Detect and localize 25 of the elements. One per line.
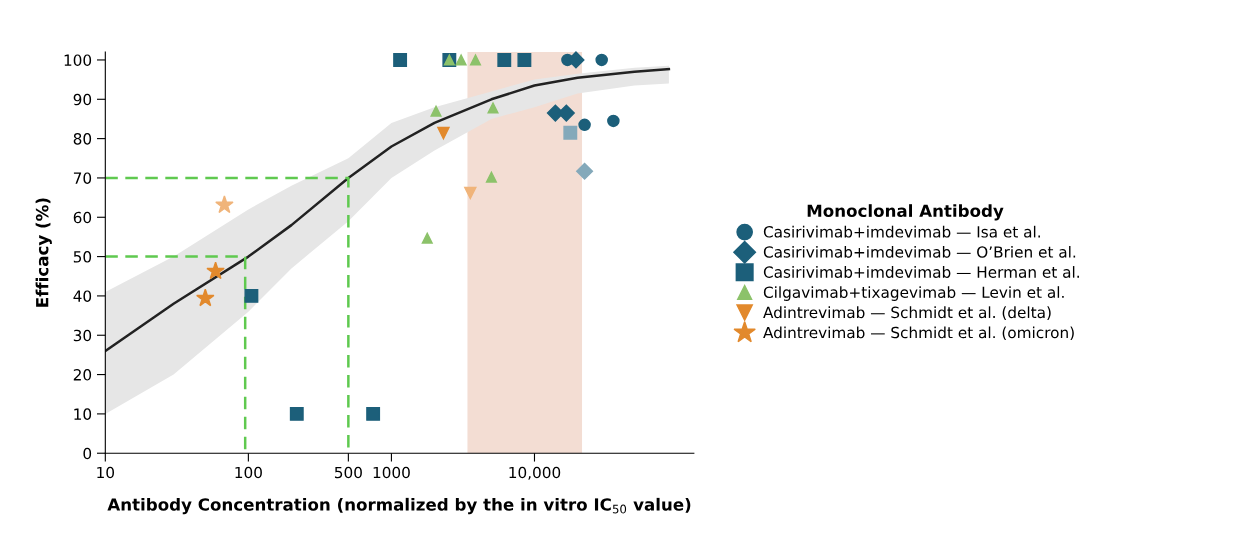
x-tick-label: 10,000 bbox=[509, 466, 561, 480]
y-tick-label: 100 bbox=[64, 54, 92, 66]
y-tick-label: 50 bbox=[73, 251, 92, 263]
legend-label: Casirivimab+imdevimab — Isa et al. bbox=[763, 225, 1040, 238]
y-tick-label: 90 bbox=[73, 93, 92, 106]
x-tick-label: 500 bbox=[334, 466, 362, 479]
x-tick-label: 1000 bbox=[373, 466, 410, 479]
y-tick-label: 0 bbox=[83, 447, 92, 460]
y-tick-label: 80 bbox=[73, 133, 92, 145]
x-axis-title: Antibody Concentration (normalized by the in vitro IC$_{50}$ value) bbox=[107, 497, 691, 515]
legend-label: Casirivimab+imdevimab — O’Brien et al. bbox=[763, 245, 1076, 258]
x-tick-label: 10 bbox=[97, 466, 115, 479]
legend-label: Adintrevimab — Schmidt et al. (delta) bbox=[763, 306, 1051, 320]
y-tick-label: 60 bbox=[73, 211, 92, 224]
y-tick-label: 20 bbox=[73, 369, 92, 381]
legend-label: Adintrevimab — Schmidt et al. (omicron) bbox=[763, 326, 1074, 341]
legend-title: Monoclonal Antibody bbox=[807, 204, 1004, 221]
x-tick-label: 100 bbox=[235, 466, 262, 479]
y-tick-label: 70 bbox=[73, 172, 92, 184]
y-tick-label: 10 bbox=[74, 408, 92, 420]
y-tick-label: 40 bbox=[73, 290, 92, 302]
y-tick-label: 30 bbox=[73, 329, 92, 342]
y-axis-title: Efficacy (%) bbox=[35, 198, 52, 307]
legend-label: Cilgavimab+tixagevimab — Levin et al. bbox=[763, 286, 1064, 301]
legend-label: Casirivimab+imdevimab — Herman et al. bbox=[763, 266, 1079, 278]
